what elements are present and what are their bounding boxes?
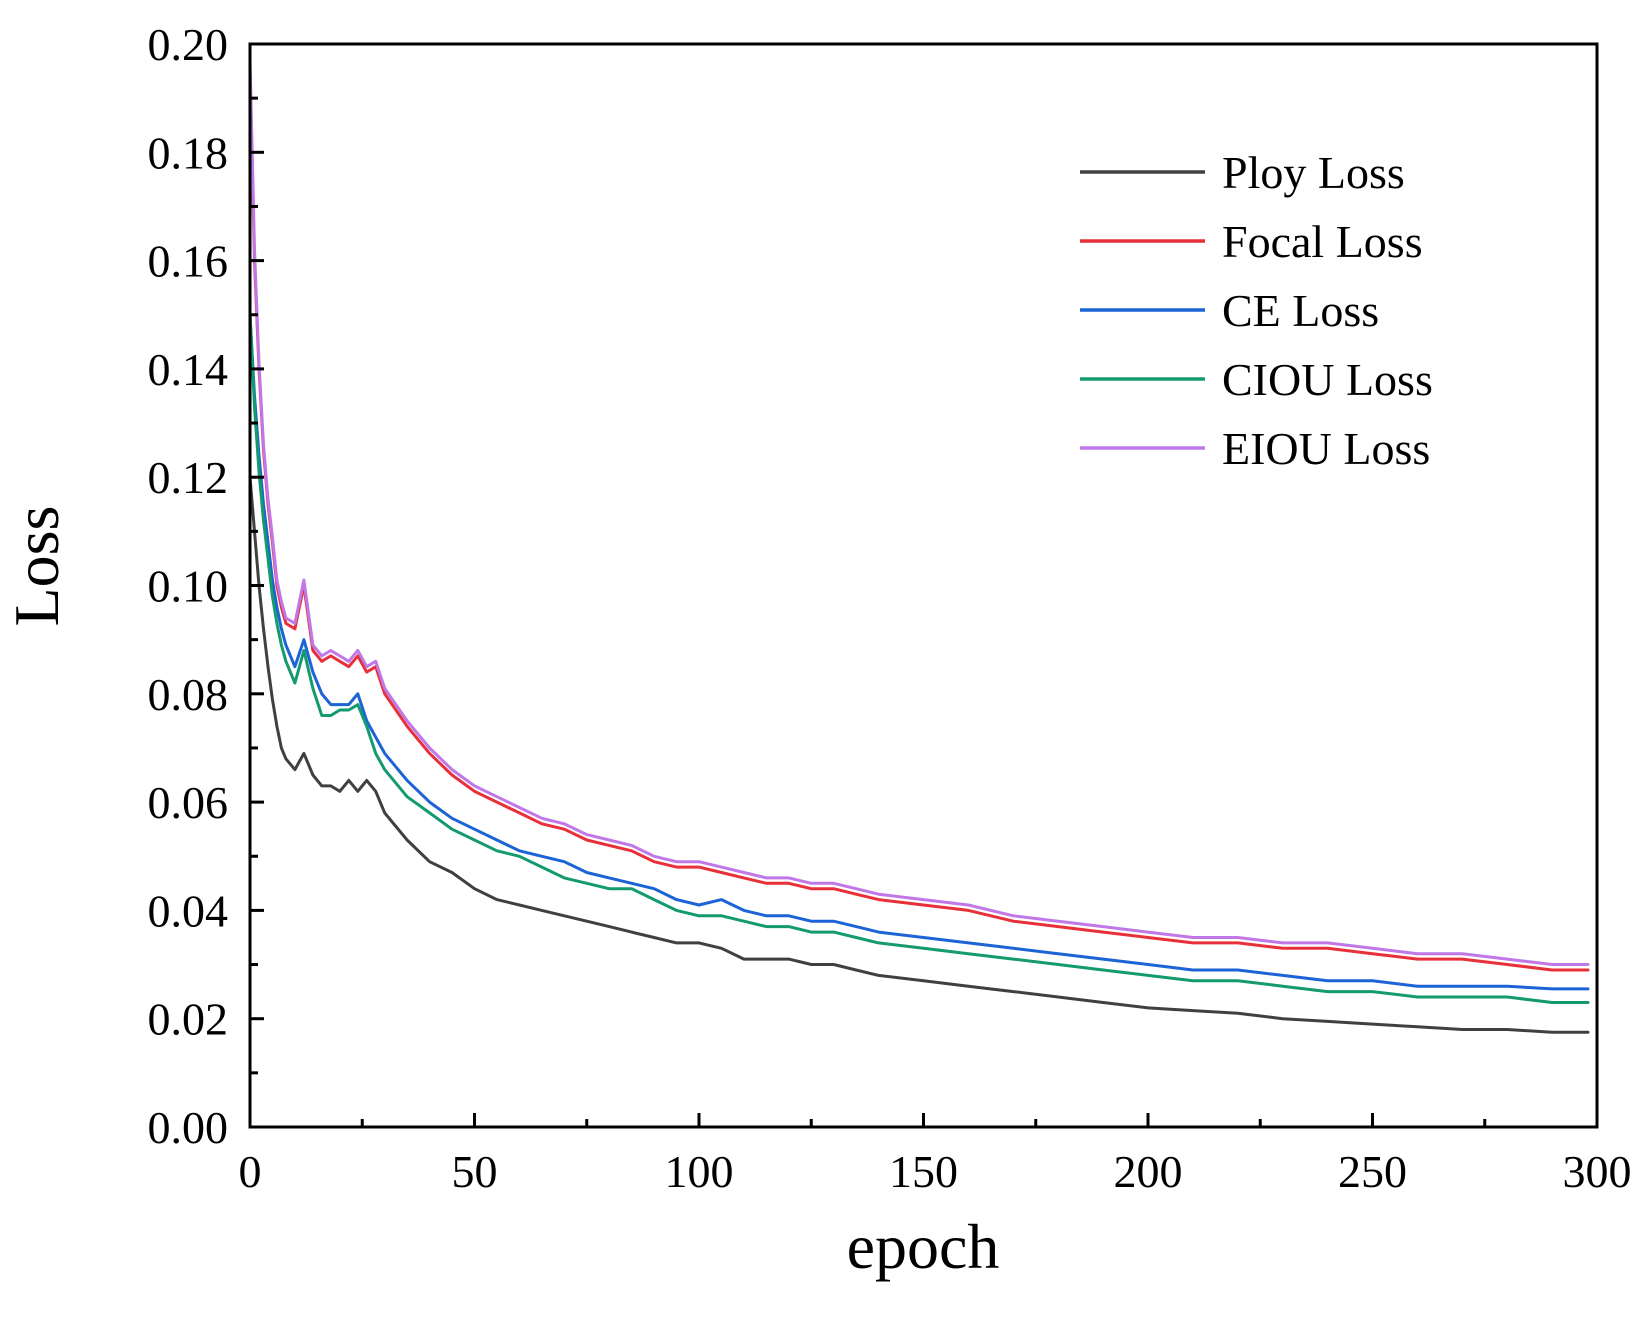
legend-label: EIOU Loss — [1222, 423, 1430, 474]
x-tick-label: 150 — [889, 1146, 958, 1197]
legend-label: CIOU Loss — [1222, 354, 1433, 405]
series-line-eiou-loss — [248, 58, 1590, 966]
y-tick-label: 0.10 — [148, 561, 229, 612]
legend-label: Ploy Loss — [1222, 147, 1405, 198]
x-tick-label: 100 — [665, 1146, 734, 1197]
series-layer — [248, 58, 1590, 1034]
series-line-ploy-loss — [248, 475, 1590, 1034]
x-tick-label: 300 — [1563, 1146, 1632, 1197]
x-tick-label: 0 — [239, 1146, 262, 1197]
series-line-ce-loss — [248, 313, 1590, 991]
y-tick-label: 0.00 — [148, 1102, 229, 1153]
series-line-ciou-loss — [248, 313, 1590, 1004]
plot-frame — [248, 42, 1599, 1129]
y-tick-label: 0.14 — [148, 344, 229, 395]
legend-item: CIOU Loss — [1080, 354, 1433, 405]
y-tick-label: 0.12 — [148, 452, 229, 503]
y-tick-label: 0.08 — [148, 669, 229, 720]
legend-label: CE Loss — [1222, 285, 1379, 336]
x-axis-label: epoch — [847, 1211, 1000, 1282]
y-tick-label: 0.04 — [148, 885, 229, 936]
y-tick-label: 0.18 — [148, 127, 229, 178]
legend-item: Focal Loss — [1080, 216, 1423, 267]
legend-item: Ploy Loss — [1080, 147, 1405, 198]
legend-item: EIOU Loss — [1080, 423, 1430, 474]
y-tick-label: 0.16 — [148, 236, 229, 287]
x-tick-label: 200 — [1114, 1146, 1183, 1197]
ticks-layer: 0 50 100 150 200 250 300 0.00 0.02 0.04 0.06 0.08 0.… — [148, 19, 1632, 1197]
y-axis-label: Loss — [1, 506, 72, 627]
legend-item: CE Loss — [1080, 285, 1379, 336]
y-tick-label: 0.06 — [148, 777, 229, 828]
x-tick-label: 250 — [1338, 1146, 1407, 1197]
x-tick-label: 50 — [452, 1146, 498, 1197]
legend-label: Focal Loss — [1222, 216, 1423, 267]
y-tick-label: 0.20 — [148, 19, 229, 70]
y-tick-label: 0.02 — [148, 994, 229, 1045]
legend: Ploy Loss Focal Loss CE Loss CIOU Loss EIOU … — [1080, 147, 1433, 474]
